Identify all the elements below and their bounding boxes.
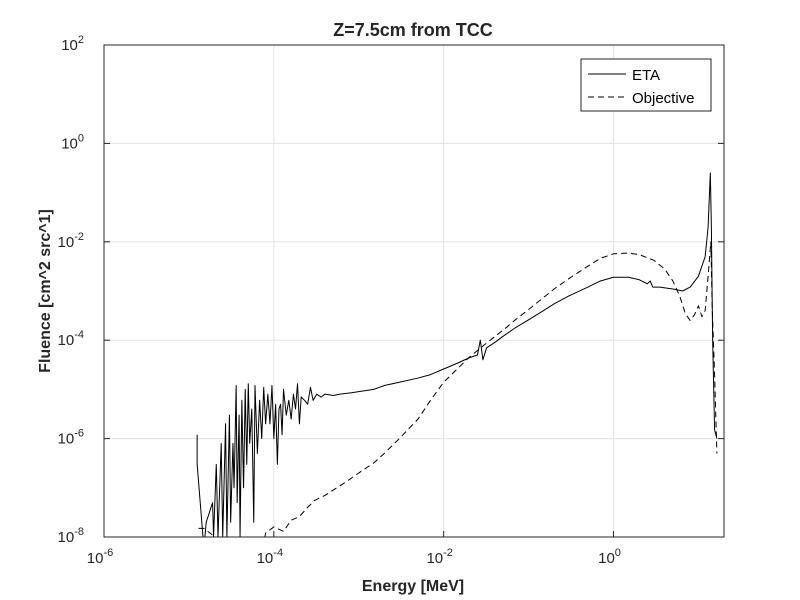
plot-frame [103,44,725,538]
y-tick-label: 10-4 [58,329,84,349]
x-tick-label: 100 [598,547,621,567]
y-tick-label: 10-8 [58,526,84,546]
x-tick-label: 10-6 [87,547,113,567]
y-tick-label: 102 [61,34,84,54]
plot-area [104,45,724,537]
y-tick-label: 100 [61,132,84,152]
x-axis-label: Energy [MeV] [362,578,464,595]
y-tick-label: 10-2 [58,231,84,251]
legend: ETA Objective [580,58,712,112]
chart-title: Z=7.5cm from TCC [333,20,493,40]
y-tick-label: 10-6 [58,428,84,448]
series-line-eta [196,172,718,537]
legend-box [580,58,712,112]
y-axis-label: Fluence [cm^2 src^1] [37,209,54,373]
legend-label-objective: Objective [632,90,695,107]
x-tick-label: 10-2 [426,547,452,567]
series-layer [196,172,718,537]
series-line-objective [198,241,718,537]
x-tick-label: 10-4 [257,547,283,567]
legend-label-eta: ETA [632,67,660,84]
